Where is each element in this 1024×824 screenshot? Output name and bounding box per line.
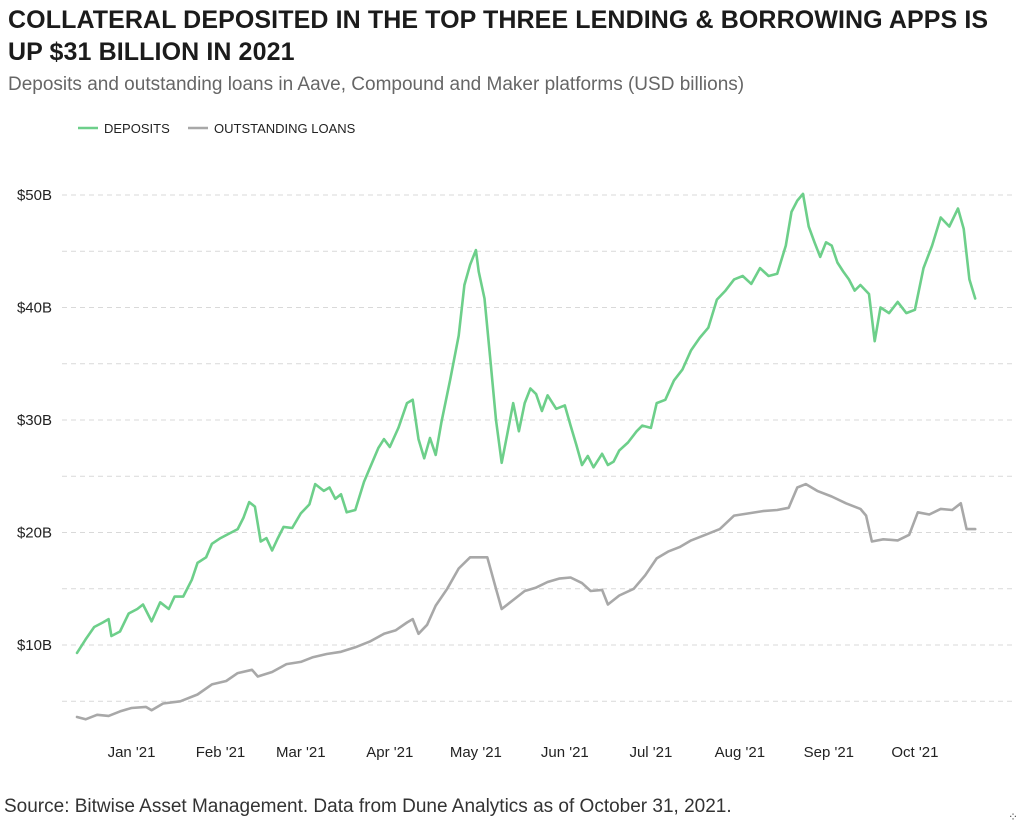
source-note: Source: Bitwise Asset Management. Data f… — [4, 796, 732, 817]
y-tick-label: $10B — [17, 637, 52, 654]
legend-label-deposits: DEPOSITS — [104, 121, 170, 136]
x-tick-label: May '21 — [450, 744, 502, 761]
x-tick-label: Jan '21 — [108, 744, 156, 761]
legend: DEPOSITS OUTSTANDING LOANS — [78, 121, 356, 136]
x-tick-label: Oct '21 — [891, 744, 938, 761]
series-line-deposits — [75, 192, 977, 655]
x-tick-label: Mar '21 — [276, 744, 326, 761]
y-tick-label: $50B — [17, 187, 52, 204]
x-tick-label: Sep '21 — [804, 744, 854, 761]
series-line-outstanding-loans — [75, 482, 977, 721]
x-tick-label: Aug '21 — [715, 744, 765, 761]
x-tick-label: Jun '21 — [541, 744, 589, 761]
x-tick-label: Apr '21 — [366, 744, 413, 761]
x-tick-label: Feb '21 — [196, 744, 246, 761]
chart-subtitle: Deposits and outstanding loans in Aave, … — [8, 74, 745, 95]
corner-mark-icon: ⁘ — [1008, 810, 1019, 824]
y-tick-label: $30B — [17, 412, 52, 429]
y-tick-label: $20B — [17, 525, 52, 542]
chart-title: COLLATERAL DEPOSITED IN THE TOP THREE LE… — [8, 6, 989, 66]
legend-label-loans: OUTSTANDING LOANS — [214, 121, 356, 136]
x-tick-label: Jul '21 — [629, 744, 672, 761]
y-tick-label: $40B — [17, 300, 52, 317]
